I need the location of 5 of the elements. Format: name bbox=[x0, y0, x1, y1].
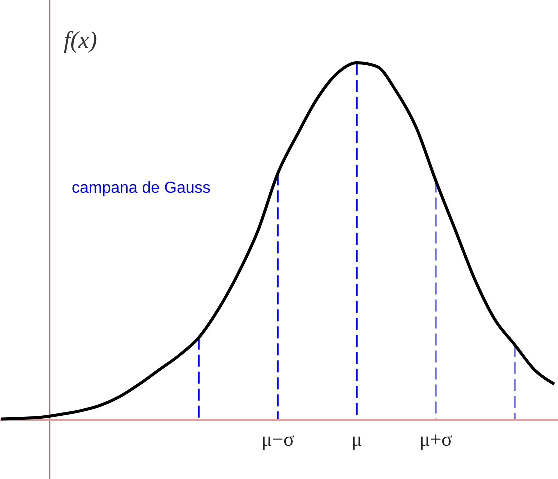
y-axis-title: f(x) bbox=[64, 28, 98, 54]
x-tick-label: μ bbox=[352, 429, 362, 451]
x-tick-label: μ+σ bbox=[420, 429, 453, 451]
x-tick-label: μ−σ bbox=[262, 429, 295, 451]
annotation: campana de Gauss bbox=[72, 180, 211, 197]
